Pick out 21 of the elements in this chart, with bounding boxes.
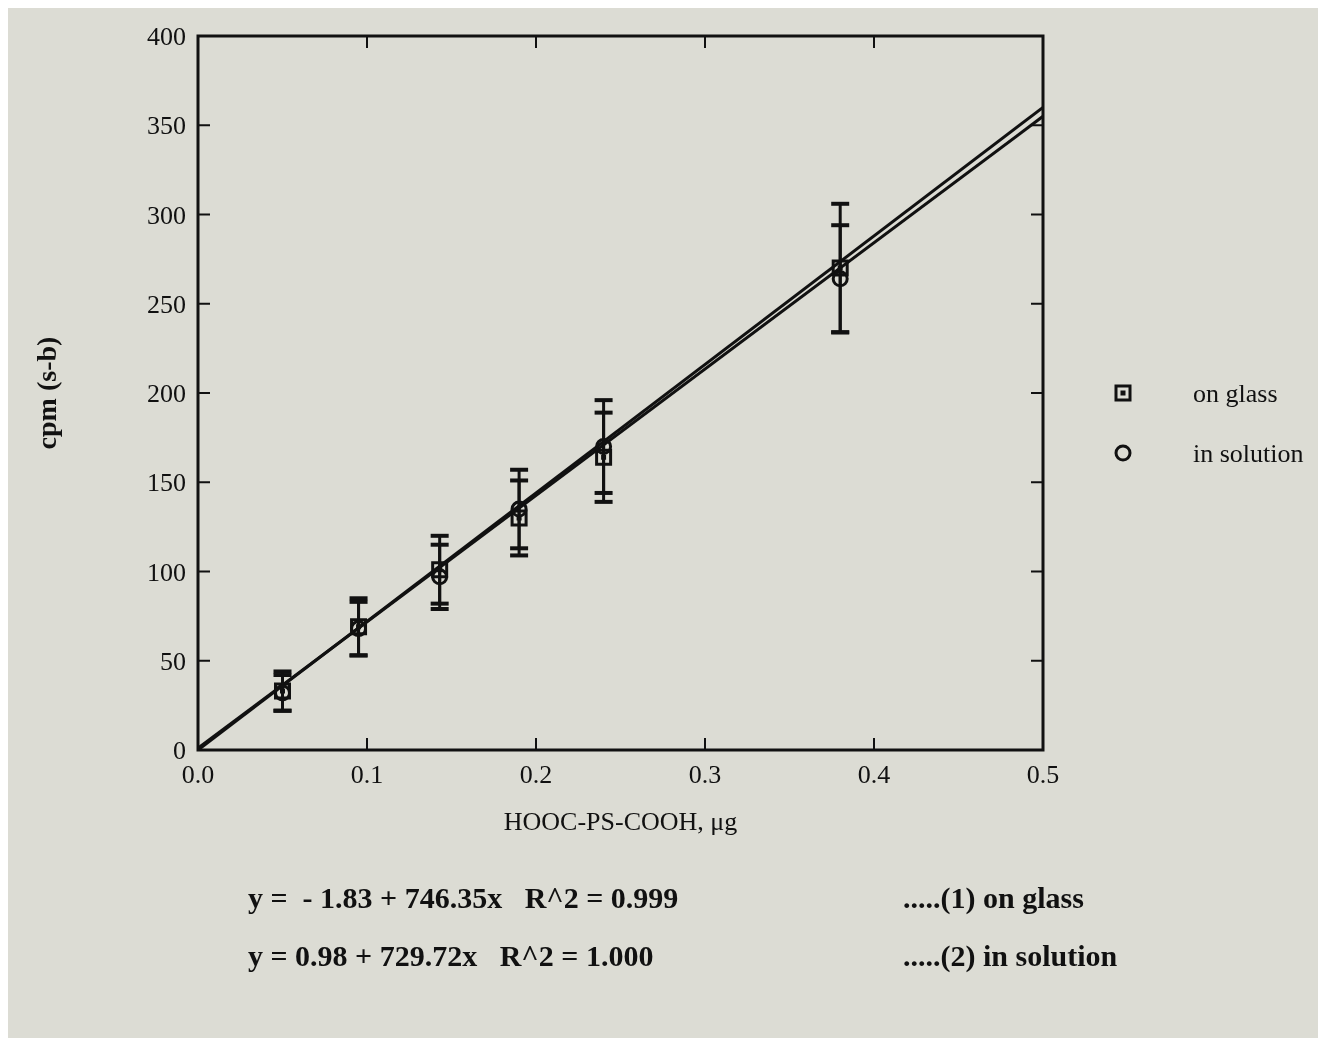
x-axis-title: HOOC-PS-COOH, μg	[503, 807, 738, 836]
y-tick-label: 350	[147, 111, 186, 141]
y-tick-label: 200	[147, 379, 186, 408]
y-tick-label: 250	[147, 289, 186, 319]
y-tick-label: 100	[147, 557, 186, 587]
text: y = - 1.83 + 746.35x R^2 = 0.999	[248, 881, 679, 914]
text: .....(2) in solution	[903, 939, 1118, 973]
text: on glass	[1193, 379, 1278, 408]
x-tick-label: 0.3	[688, 760, 722, 789]
y-tick-label: 150	[147, 468, 186, 498]
y-tick-label: 50	[160, 646, 186, 676]
x-tick-label: 0.1	[350, 760, 384, 789]
x-tick-label: 0.2	[519, 760, 553, 789]
y-tick-label: 400	[147, 22, 186, 51]
y-tick-label: 300	[147, 200, 186, 230]
text: in solution	[1193, 439, 1304, 468]
y-axis-title: cpm (s-b)	[31, 336, 62, 450]
text: y = 0.98 + 729.72x R^2 = 1.000	[248, 939, 654, 972]
x-tick-label: 0.5	[1026, 760, 1060, 789]
text: .....(1) on glass	[903, 881, 1084, 915]
x-tick-label: 0.4	[857, 760, 891, 789]
